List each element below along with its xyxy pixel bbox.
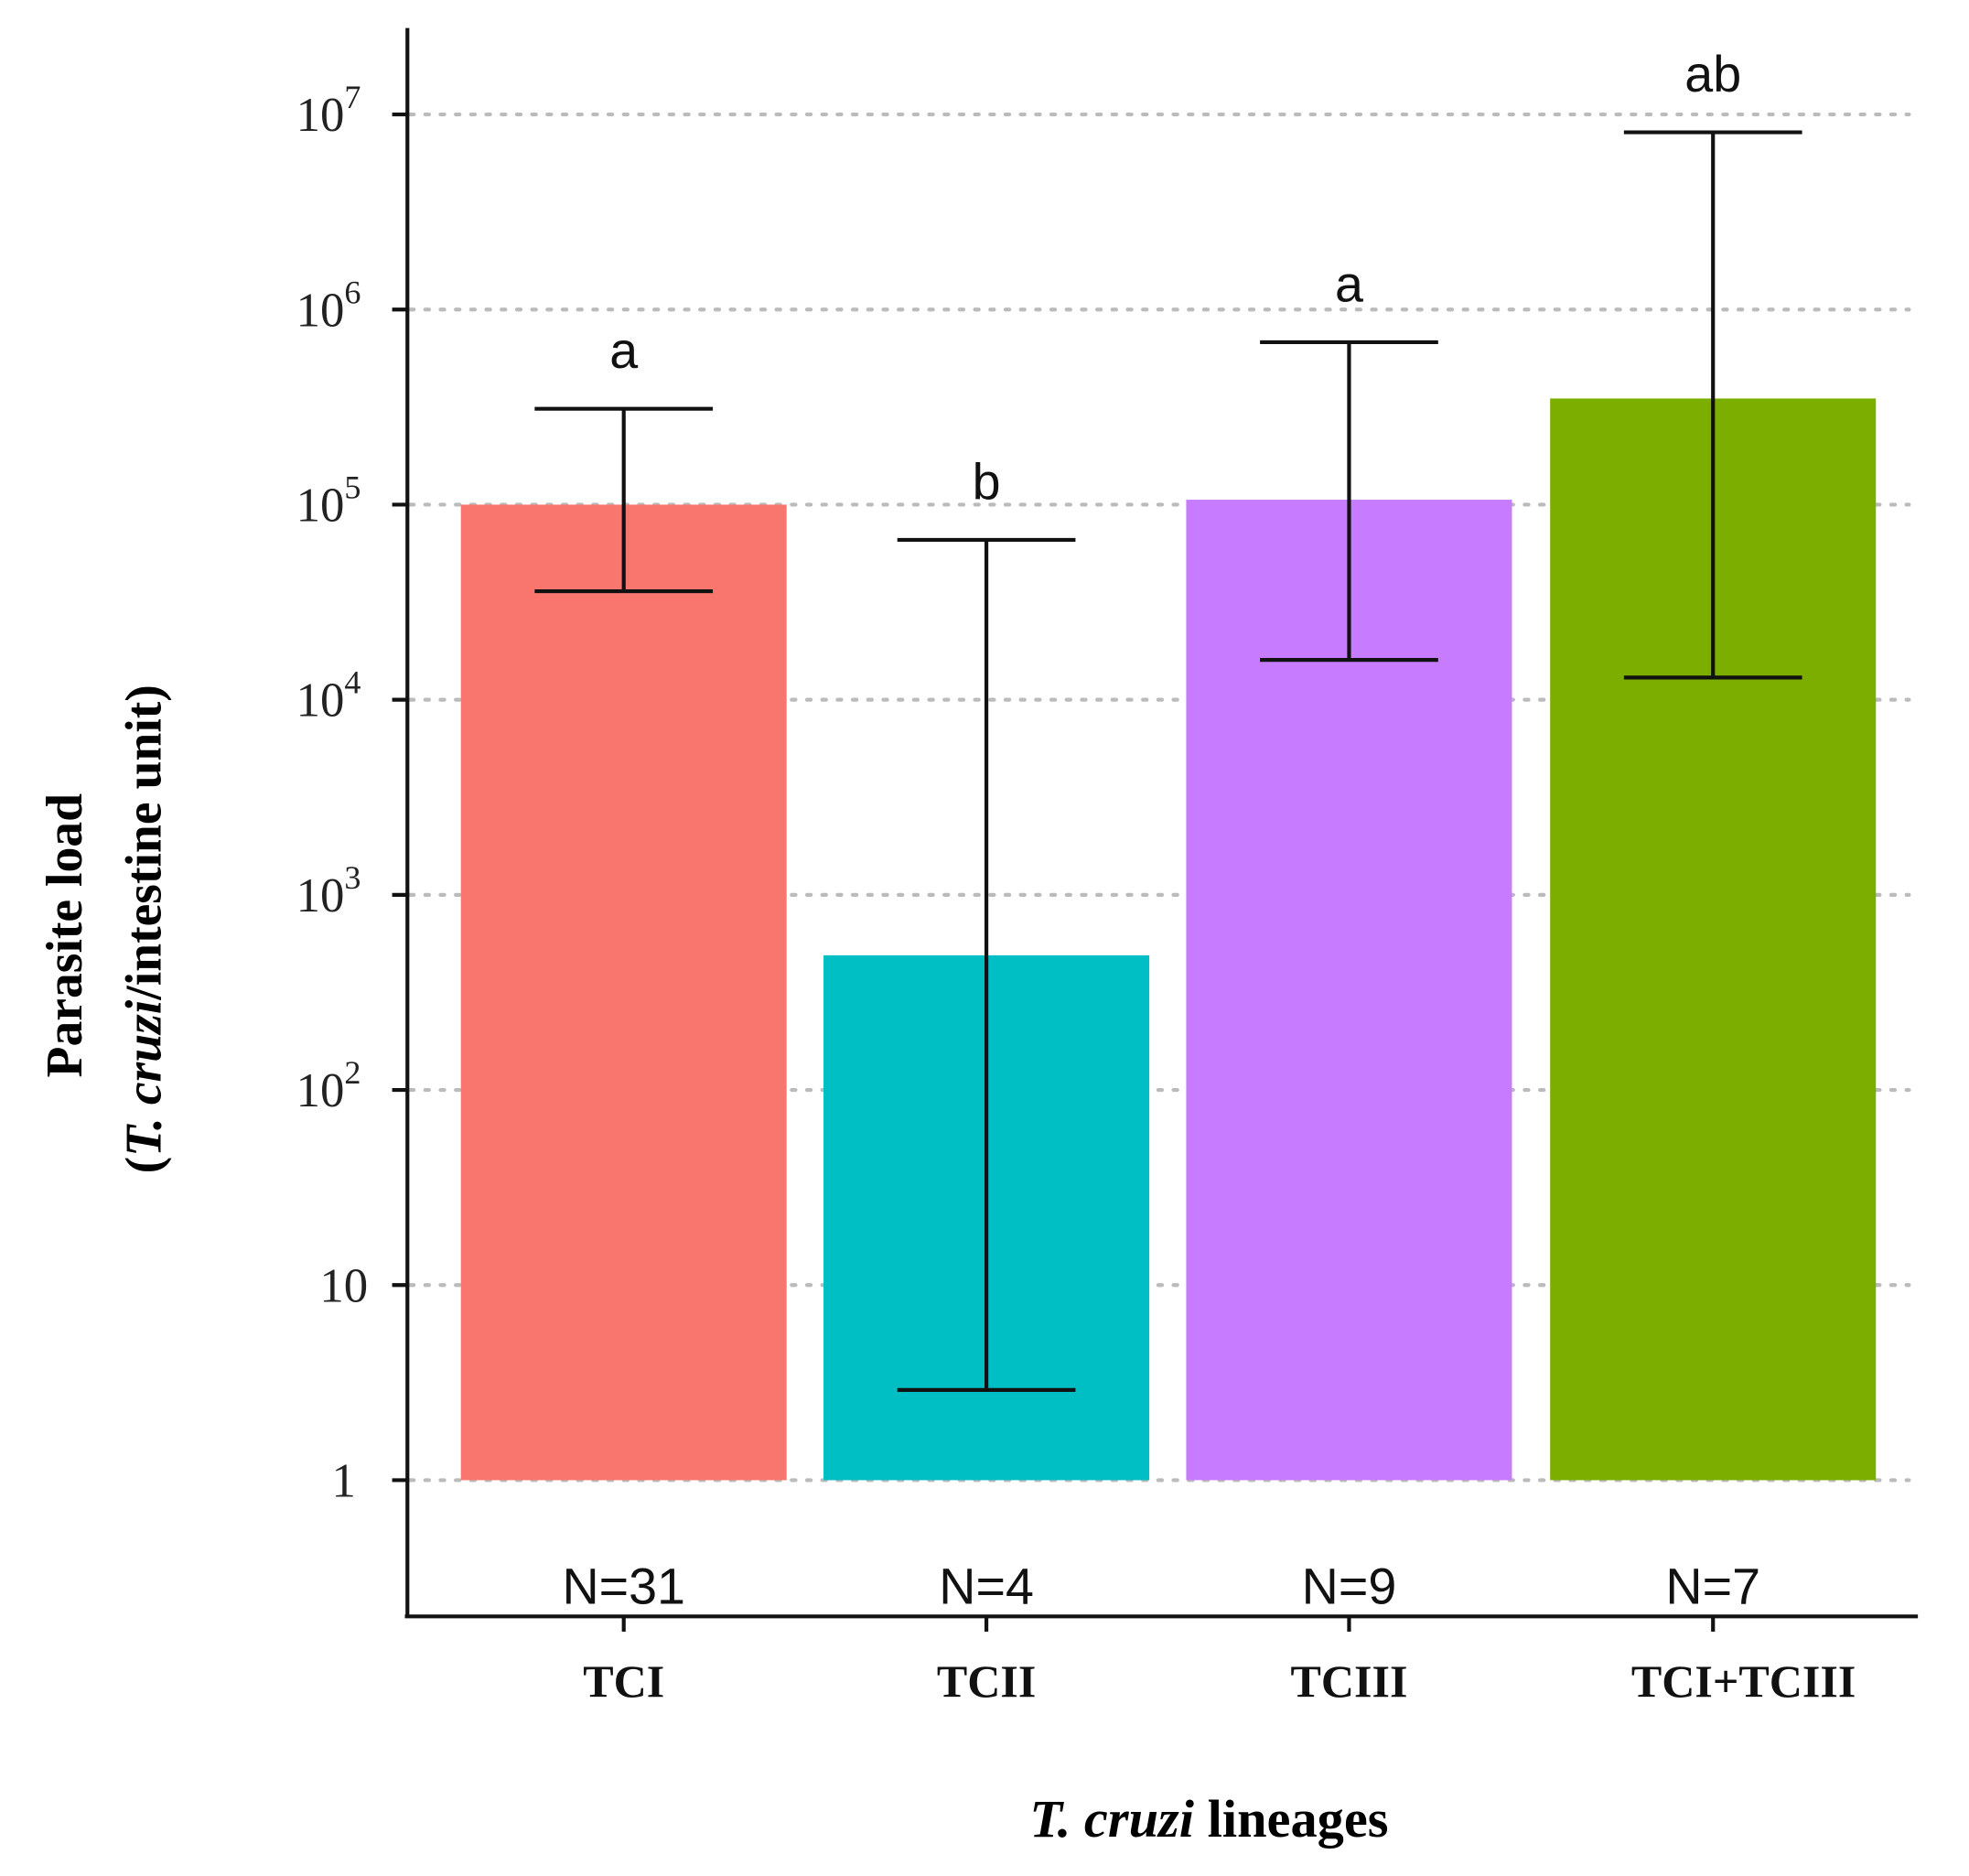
y-tick-base: 1 [332, 1455, 356, 1508]
x-tick-label: TCII [937, 1655, 1036, 1707]
x-axis-title-species: T. cruzi [1029, 1789, 1194, 1849]
x-ticks: N=31 TCI N=4 TCII N=9 TCIII N=7 TCI+TCIII [562, 1558, 1856, 1707]
y-tick-exponent: 2 [344, 1054, 360, 1091]
y-tick-label: 106 [296, 274, 361, 337]
y-axis-title: Parasite load (T. cruzi/intestine unit) [37, 685, 172, 1173]
bars [460, 398, 1877, 1481]
significance-letter: a [609, 322, 638, 379]
y-tick-exponent: 6 [344, 274, 360, 310]
y-tick-exponent: 7 [344, 79, 360, 115]
y-tick-label: 104 [296, 664, 361, 728]
y-tick-label: 1 [332, 1455, 356, 1508]
y-axis-title-species: T. cruzi [115, 999, 172, 1157]
y-tick-base: 10 [296, 284, 345, 337]
y-tick-label: 102 [296, 1054, 361, 1117]
x-axis-title: T. cruzi lineages [1029, 1789, 1388, 1849]
y-axis-title-paren: ( [115, 1157, 172, 1174]
y-tick-base: 10 [296, 674, 345, 728]
y-tick-exponent: 4 [344, 664, 360, 701]
x-tick-label: TCIII [1290, 1655, 1407, 1707]
y-tick-base: 10 [319, 1259, 368, 1312]
bar-tci [460, 504, 787, 1481]
y-tick-base: 10 [296, 480, 345, 533]
n-label: N=9 [1302, 1558, 1397, 1614]
n-label: N=4 [939, 1558, 1034, 1614]
y-tick-exponent: 5 [344, 469, 360, 505]
y-axis-title-line1: Parasite load [37, 793, 93, 1078]
y-tick-label: 105 [296, 469, 361, 532]
y-tick-base: 10 [296, 89, 345, 142]
y-axis-title-unit: /intestine unit) [115, 685, 172, 1001]
significance-letter: ab [1684, 46, 1741, 102]
bar-tciii [1186, 500, 1512, 1481]
significance-letter: a [1335, 255, 1363, 312]
y-tick-base: 10 [296, 869, 345, 922]
x-tick-label: TCI+TCIII [1631, 1655, 1856, 1707]
y-tick-exponent: 3 [344, 859, 360, 896]
n-label: N=7 [1665, 1558, 1760, 1614]
y-tick-base: 10 [296, 1064, 345, 1117]
significance-letter: b [973, 453, 1001, 510]
x-axis-title-rest: lineages [1194, 1789, 1389, 1849]
y-tick-label: 10 [319, 1259, 368, 1312]
y-tick-label: 107 [296, 79, 361, 142]
y-tick-label: 103 [296, 859, 361, 922]
n-label: N=31 [562, 1558, 685, 1614]
x-tick-label: TCI [583, 1655, 664, 1707]
